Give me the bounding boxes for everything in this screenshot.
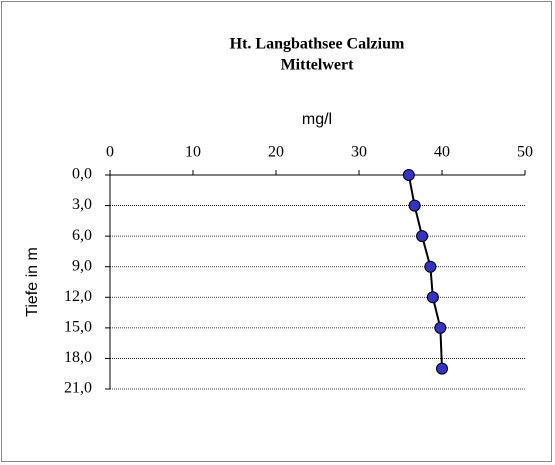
y-tick-label: 15,0 — [64, 319, 92, 336]
data-point — [402, 169, 415, 181]
x-tick-label: 30 — [351, 144, 367, 161]
x-tick-label: 50 — [517, 144, 533, 161]
data-point — [416, 230, 429, 243]
y-tick-label: 21,0 — [64, 380, 92, 397]
y-tick-label: 12,0 — [64, 288, 92, 305]
y-axis-title: Tiefe in m — [24, 247, 41, 317]
chart-subtitle: Mittelwert — [281, 57, 355, 74]
x-tick-label: 40 — [434, 144, 450, 161]
y-tick-label: 6,0 — [72, 227, 92, 244]
x-tick-label: 10 — [185, 144, 201, 161]
chart-title: Ht. Langbathsee Calzium — [230, 36, 405, 53]
data-point — [408, 199, 421, 212]
data-point — [436, 362, 448, 375]
x-tick-label: 0 — [106, 144, 114, 161]
y-tick-label: 3,0 — [72, 196, 92, 213]
data-point — [434, 321, 447, 334]
data-point — [426, 291, 439, 304]
y-tick-label: 18,0 — [64, 349, 92, 366]
data-point — [424, 260, 437, 273]
y-tick-label: 0,0 — [72, 166, 92, 183]
x-tick-label: 20 — [268, 144, 284, 161]
x-axis-title: mg/l — [302, 111, 332, 128]
y-tick-label: 9,0 — [72, 257, 92, 274]
